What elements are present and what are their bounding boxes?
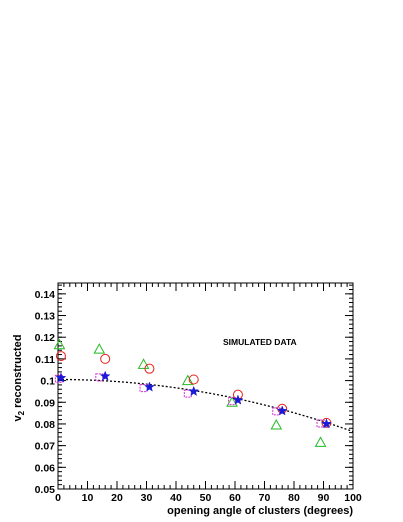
y-tick-label: 0.06 <box>35 462 56 474</box>
point-circle <box>188 374 199 385</box>
fit-curve <box>57 378 354 433</box>
point-square <box>95 373 104 382</box>
y-tick-label: 0.1 <box>40 376 55 388</box>
point-triangle <box>314 436 327 447</box>
x-tick-label: 90 <box>318 492 330 504</box>
point-triangle <box>226 396 238 407</box>
x-tick-label: 80 <box>288 492 300 504</box>
x-tick-label: 100 <box>344 492 362 504</box>
x-tick-label: 20 <box>111 492 123 504</box>
annotation: SIMULATED DATA <box>223 337 297 347</box>
point-triangle <box>137 358 150 369</box>
y-tick-label: 0.14 <box>35 289 56 301</box>
point-star <box>321 418 332 429</box>
x-tick-label: 60 <box>229 492 241 504</box>
point-square <box>228 397 237 406</box>
point-square <box>139 384 148 393</box>
x-tick-label: 0 <box>55 492 61 504</box>
point-star <box>99 370 111 381</box>
y-tick-label: 0.12 <box>35 332 56 344</box>
y-tick-label: 0.05 <box>35 484 56 496</box>
y-axis-title-main: v <box>12 415 24 422</box>
point-triangle <box>181 374 194 386</box>
point-circle <box>100 353 111 364</box>
y-tick-label: 0.13 <box>35 311 56 323</box>
point-circle <box>55 351 66 362</box>
y-tick-label: 0.11 <box>35 354 55 366</box>
point-triangle <box>270 419 283 430</box>
y-tick-label: 0.09 <box>35 397 56 409</box>
point-triangle <box>53 338 66 350</box>
point-triangle <box>93 343 106 354</box>
point-star <box>144 381 155 392</box>
x-tick-label: 70 <box>259 492 271 504</box>
y-axis-title-subscript: 2 <box>17 410 26 415</box>
point-star <box>276 405 288 416</box>
x-axis-title: opening angle of clusters (degrees) <box>167 505 353 517</box>
y-axis-title-rest: reconstructed <box>12 335 24 411</box>
y-tick-label: 0.07 <box>35 441 56 453</box>
x-tick-label: 40 <box>170 492 182 504</box>
point-circle <box>144 363 155 374</box>
plot-frame <box>57 282 354 490</box>
y-axis-title: v2 reconstructed <box>12 335 26 422</box>
x-tick-label: 50 <box>200 492 212 504</box>
point-star <box>188 385 200 397</box>
x-tick-label: 30 <box>141 492 153 504</box>
x-tick-label: 10 <box>82 492 94 504</box>
point-star <box>232 394 244 405</box>
y-tick-label: 0.08 <box>35 419 56 431</box>
point-star <box>55 372 67 383</box>
